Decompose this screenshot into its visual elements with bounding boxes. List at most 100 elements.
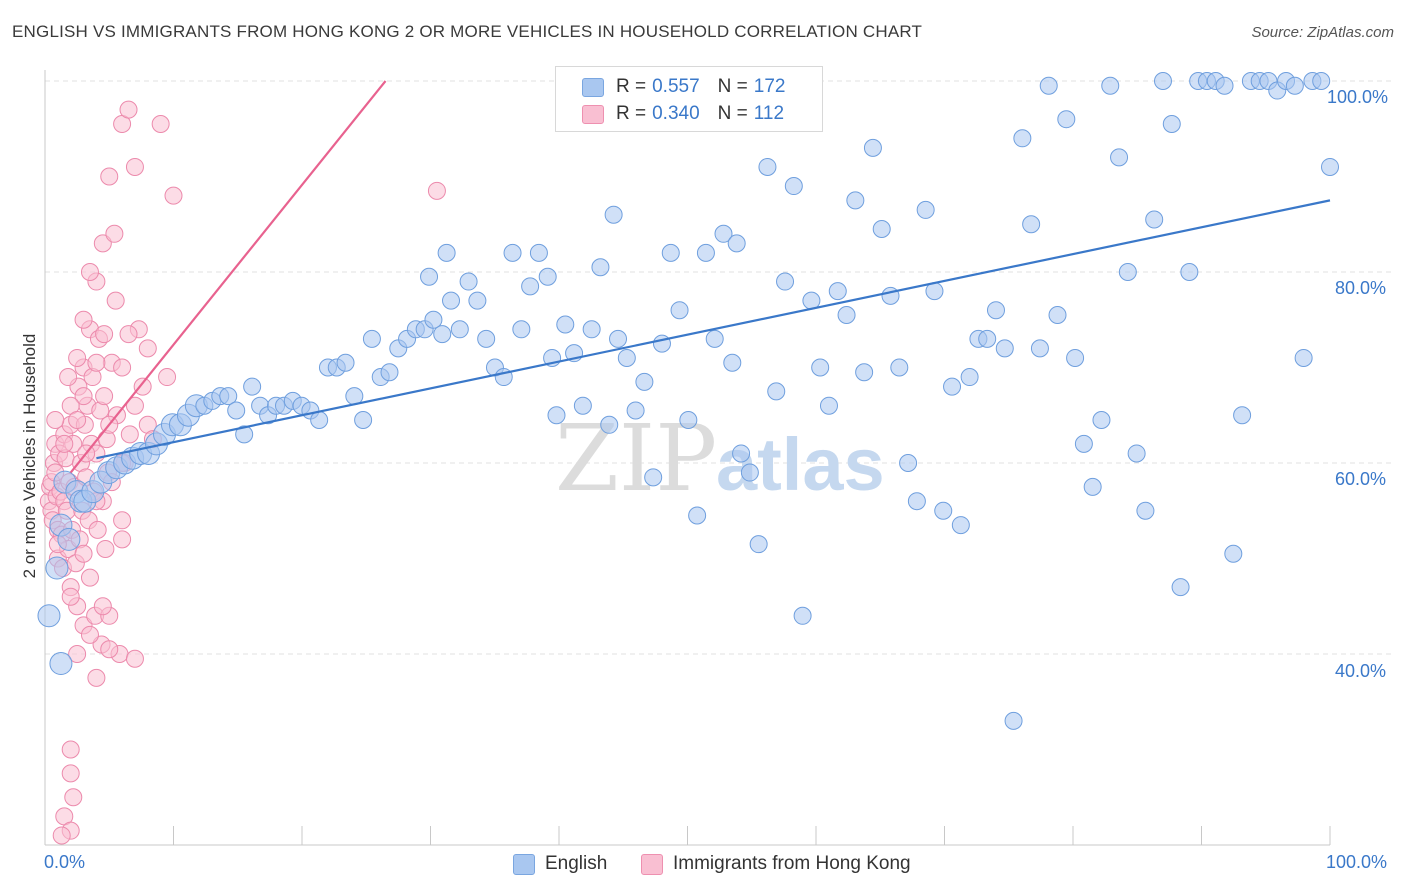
english-point [1136, 501, 1155, 520]
english-point [1312, 72, 1331, 90]
english-point [995, 339, 1014, 358]
english-point [573, 396, 592, 415]
grid [45, 80, 1395, 655]
english-point [1233, 406, 1252, 425]
hongkong-n-label: N = [717, 103, 748, 124]
english-point [1110, 148, 1129, 167]
hongkong-point [87, 353, 106, 372]
hongkong-point [46, 411, 65, 430]
english-point [1022, 215, 1041, 234]
hongkong-point [125, 649, 144, 668]
english-point [1285, 76, 1304, 95]
english-point [872, 220, 891, 239]
english-point [855, 363, 874, 382]
english-point [609, 329, 628, 348]
english-point [899, 454, 918, 472]
english-point [811, 358, 830, 377]
english-swatch [582, 77, 604, 97]
legend-row-english: R = 0.557 N = 172 [582, 74, 785, 100]
english-point [723, 353, 742, 372]
english-point [934, 501, 953, 520]
english-point [1039, 76, 1058, 95]
hongkong-point [119, 100, 138, 119]
english-point [1180, 263, 1199, 281]
english-point [57, 527, 81, 551]
english-point [600, 415, 619, 434]
english-point [1057, 110, 1076, 129]
english-point [437, 243, 456, 262]
english-point [235, 425, 254, 444]
english-point [767, 382, 786, 401]
english-point [679, 411, 698, 430]
x-tick-label: 100.0% [1326, 852, 1388, 872]
english-point [521, 277, 540, 296]
english-point [1321, 157, 1339, 176]
y-tick-label: 80.0% [1335, 278, 1387, 298]
hongkong-point [106, 291, 125, 310]
hongkong-point [427, 181, 446, 200]
english-point [793, 606, 812, 625]
english-point [784, 177, 803, 196]
english-point [1083, 477, 1102, 496]
english-r-label: R = [616, 76, 647, 97]
hongkong-legend-swatch [641, 853, 663, 875]
y-tick-label: 100.0% [1327, 87, 1389, 107]
source-label: Source: ZipAtlas.com [1251, 24, 1394, 41]
english-point [740, 463, 759, 482]
hongkong-point [138, 339, 157, 358]
hongkong-point [105, 224, 124, 243]
english-point [459, 272, 478, 291]
english-point [749, 535, 768, 554]
english-point [450, 320, 469, 339]
english-point [503, 243, 522, 262]
hongkong-point [100, 640, 119, 659]
english-point [986, 301, 1005, 320]
english-point [1171, 578, 1190, 597]
axes [44, 70, 1331, 846]
english-point [591, 258, 610, 277]
english-point [243, 377, 262, 396]
hongkong-point [68, 411, 87, 430]
english-point [626, 401, 645, 420]
hongkong-point [74, 310, 93, 329]
english-point [37, 604, 61, 628]
english-point [582, 320, 601, 339]
english-point [1118, 263, 1137, 281]
english-point [1092, 411, 1111, 430]
english-point [433, 325, 452, 344]
english-point [604, 205, 623, 224]
hongkong-point [120, 425, 139, 444]
english-point [1013, 129, 1032, 148]
hongkong-point [61, 764, 80, 783]
english-point [732, 444, 751, 463]
english-point [916, 200, 935, 219]
english-point [512, 320, 531, 339]
hongkong-point [87, 668, 106, 687]
english-point [951, 516, 970, 535]
english-point [696, 243, 715, 262]
watermark: ZIP atlas [555, 405, 885, 512]
hongkong-point [68, 645, 87, 663]
legend-english: English [513, 853, 607, 875]
english-point [828, 282, 847, 301]
english-points [37, 72, 1339, 730]
hongkong-swatch [582, 104, 604, 124]
hongkong-point [113, 511, 132, 530]
english-point [310, 411, 329, 430]
hongkong-point [113, 358, 132, 377]
hongkong-trend-line [69, 80, 387, 474]
y-tick-label: 60.0% [1335, 469, 1387, 489]
hongkong-point [164, 186, 183, 205]
english-point [477, 329, 496, 348]
hongkong-point [74, 387, 93, 406]
english-point [45, 556, 69, 580]
english-point [907, 492, 926, 511]
hongkong-point [113, 530, 132, 549]
english-point [1074, 434, 1093, 453]
english-point [1004, 711, 1023, 730]
english-n-label: N = [717, 76, 748, 97]
english-point [863, 138, 882, 157]
english-point [547, 406, 566, 425]
english-point [219, 387, 238, 406]
